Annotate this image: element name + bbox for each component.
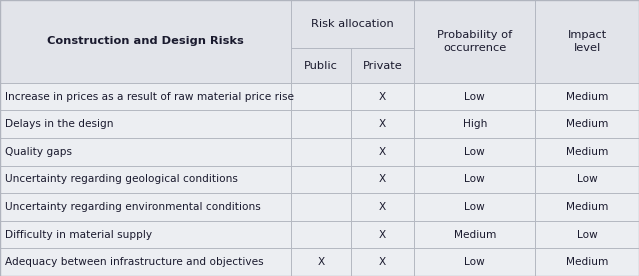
Text: X: X (318, 257, 325, 267)
Text: X: X (379, 257, 387, 267)
Bar (535, 138, 639, 166)
Bar (535, 83, 639, 110)
Bar (535, 0, 639, 83)
Text: Low: Low (465, 257, 485, 267)
Bar (0, 166, 291, 193)
Bar (351, 138, 414, 166)
Bar (414, 110, 535, 138)
Text: Construction and Design Risks: Construction and Design Risks (47, 36, 243, 46)
Bar (414, 221, 535, 248)
Bar (535, 221, 639, 248)
Bar (414, 248, 535, 276)
Bar (291, 193, 351, 221)
Text: Medium: Medium (566, 202, 608, 212)
Bar (291, 221, 351, 248)
Text: Probability of
occurrence: Probability of occurrence (437, 30, 512, 53)
Text: Uncertainty regarding geological conditions: Uncertainty regarding geological conditi… (5, 174, 238, 184)
Text: Difficulty in material supply: Difficulty in material supply (5, 230, 152, 240)
Text: Risk allocation: Risk allocation (311, 19, 394, 29)
Bar (0, 138, 291, 166)
Bar (414, 0, 535, 83)
Bar (291, 83, 351, 110)
Text: Impact
level: Impact level (567, 30, 607, 53)
Bar (0, 248, 291, 276)
Text: Low: Low (465, 174, 485, 184)
Bar (351, 110, 414, 138)
Bar (414, 193, 535, 221)
Text: Public: Public (304, 60, 338, 71)
Text: Uncertainty regarding environmental conditions: Uncertainty regarding environmental cond… (5, 202, 261, 212)
Bar (414, 83, 535, 110)
Text: Low: Low (577, 230, 597, 240)
Bar (351, 166, 414, 193)
Text: Medium: Medium (454, 230, 496, 240)
Bar (291, 248, 351, 276)
Text: Medium: Medium (566, 257, 608, 267)
Bar (351, 83, 414, 110)
Bar (351, 48, 414, 83)
Bar (0, 110, 291, 138)
Text: Private: Private (363, 60, 403, 71)
Bar (0, 193, 291, 221)
Text: Low: Low (465, 92, 485, 102)
Bar (0, 83, 291, 110)
Bar (535, 110, 639, 138)
Text: X: X (379, 202, 387, 212)
Text: Delays in the design: Delays in the design (5, 119, 114, 129)
Bar (535, 193, 639, 221)
Bar (291, 138, 351, 166)
Bar (291, 0, 414, 48)
Text: Medium: Medium (566, 147, 608, 157)
Bar (414, 166, 535, 193)
Bar (291, 48, 351, 83)
Text: Low: Low (465, 202, 485, 212)
Text: Adequacy between infrastructure and objectives: Adequacy between infrastructure and obje… (5, 257, 264, 267)
Bar (535, 166, 639, 193)
Text: Low: Low (577, 174, 597, 184)
Bar (0, 0, 291, 83)
Text: X: X (379, 119, 387, 129)
Text: Quality gaps: Quality gaps (5, 147, 72, 157)
Bar (351, 193, 414, 221)
Text: Low: Low (465, 147, 485, 157)
Bar (351, 248, 414, 276)
Text: Medium: Medium (566, 92, 608, 102)
Text: X: X (379, 147, 387, 157)
Bar (291, 110, 351, 138)
Bar (414, 138, 535, 166)
Text: X: X (379, 174, 387, 184)
Text: High: High (463, 119, 487, 129)
Bar (535, 248, 639, 276)
Bar (0, 221, 291, 248)
Text: X: X (379, 92, 387, 102)
Text: Increase in prices as a result of raw material price rise: Increase in prices as a result of raw ma… (5, 92, 294, 102)
Bar (351, 221, 414, 248)
Text: Medium: Medium (566, 119, 608, 129)
Bar (291, 166, 351, 193)
Text: X: X (379, 230, 387, 240)
